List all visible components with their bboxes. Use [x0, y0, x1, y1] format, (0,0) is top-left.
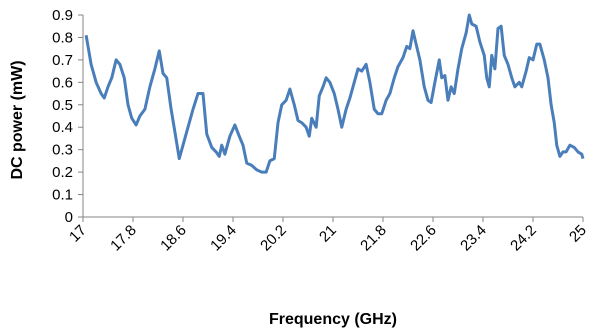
y-axis-title: DC power (mW) — [9, 60, 26, 179]
x-tick-label: 20.2 — [257, 222, 290, 255]
y-tick-label: 0.3 — [52, 142, 73, 159]
y-tick-label: 0.9 — [52, 7, 73, 24]
y-tick-label: 0.4 — [52, 119, 73, 136]
x-tick-label: 21 — [316, 222, 340, 246]
y-tick-label: 0.5 — [52, 97, 73, 114]
x-tick-label: 17.8 — [107, 222, 140, 255]
x-tick-label: 22.6 — [407, 222, 440, 255]
x-tick-label: 24.2 — [507, 222, 540, 255]
y-tick-label: 0.8 — [52, 29, 73, 46]
y-tick-label: 0.7 — [52, 52, 73, 69]
x-tick-label: 21.8 — [357, 222, 390, 255]
x-tick-label: 25 — [566, 222, 589, 246]
data-line — [84, 13, 585, 174]
y-tick-label: 0.2 — [52, 164, 73, 181]
x-tick-label: 23.4 — [457, 222, 490, 255]
x-tick-label: 18.6 — [157, 222, 190, 255]
x-tick-label: 19.4 — [207, 222, 240, 255]
y-tick-label: 0.6 — [52, 74, 73, 91]
y-tick-label: 0 — [65, 209, 73, 226]
y-tick-label: 0.1 — [52, 187, 73, 204]
x-axis-title: Frequency (GHz) — [269, 311, 397, 328]
